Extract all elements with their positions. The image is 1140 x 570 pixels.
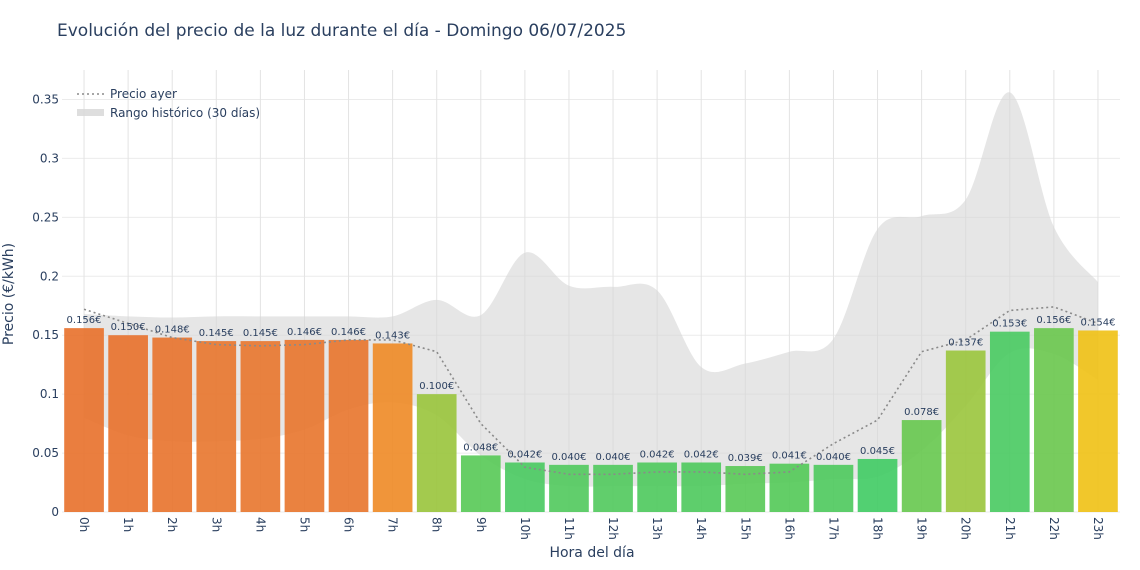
bar-value-label: 0.145€ (243, 328, 278, 339)
x-tick-label: 13h (650, 517, 664, 540)
legend-swatch-range (77, 109, 104, 116)
bar-value-label: 0.143€ (375, 330, 410, 341)
price-bar (989, 331, 1030, 512)
bar-value-label: 0.040€ (816, 452, 851, 463)
bar-value-label: 0.045€ (860, 446, 895, 457)
price-bar (593, 464, 633, 512)
x-tick-label: 14h (694, 517, 708, 540)
bar-value-label: 0.040€ (596, 452, 631, 463)
price-bar (108, 335, 148, 512)
bar-value-label: 0.041€ (772, 451, 807, 462)
bar-value-label: 0.137€ (948, 338, 983, 349)
x-tick-label: 3h (209, 517, 223, 532)
x-tick-label: 10h (518, 517, 532, 540)
chart-title: Evolución del precio de la luz durante e… (57, 21, 627, 41)
bar-value-label: 0.146€ (331, 327, 366, 338)
x-tick-label: 19h (915, 517, 929, 540)
price-bar (901, 420, 942, 512)
bar-value-label: 0.042€ (640, 449, 675, 460)
y-axis-title: Precio (€/kWh) (1, 243, 17, 345)
bar-value-label: 0.154€ (1080, 317, 1115, 328)
price-bar (64, 328, 104, 512)
x-tick-label: 8h (430, 517, 444, 532)
bar-value-label: 0.048€ (463, 442, 498, 453)
price-bar (505, 462, 545, 512)
x-tick-label: 17h (826, 517, 840, 540)
legend-label-yesterday: Precio ayer (110, 87, 177, 101)
price-bar (284, 339, 325, 512)
price-bar (549, 464, 589, 512)
axes: 0 0.05 0.1 0.15 0.2 0.25 0.3 0.35 0h 1h 2h 3h 4h 5h 6h… (32, 92, 1105, 539)
bar-value-label: 0.156€ (67, 315, 102, 326)
x-tick-label: 9h (474, 517, 488, 532)
price-bar (416, 394, 457, 512)
bar-value-label: 0.039€ (728, 453, 763, 464)
x-tick-label: 1h (121, 517, 135, 532)
y-tick-label: 0.25 (32, 210, 59, 224)
price-bar (152, 337, 193, 512)
bar-value-label: 0.042€ (507, 449, 542, 460)
bar-value-label: 0.078€ (904, 407, 939, 418)
bar-value-label: 0.153€ (992, 319, 1027, 330)
x-tick-label: 7h (386, 517, 400, 532)
bar-value-label: 0.146€ (287, 327, 322, 338)
bar-series (64, 328, 1118, 512)
bar-value-labels: 0.156€ 0.150€ 0.148€ 0.145€ 0.145€ 0.146€ 0.14… (67, 315, 1116, 464)
price-bar (240, 341, 281, 512)
y-tick-label: 0.2 (40, 269, 59, 283)
y-tick-label: 0.3 (40, 151, 59, 165)
price-bar (460, 455, 501, 512)
bar-value-label: 0.148€ (155, 325, 190, 336)
x-tick-label: 22h (1047, 517, 1061, 540)
price-bar (769, 463, 810, 512)
x-tick-label: 15h (738, 517, 752, 540)
x-tick-label: 18h (871, 517, 885, 540)
x-tick-label: 5h (297, 517, 311, 532)
x-tick-label: 16h (782, 517, 796, 540)
x-tick-label: 11h (562, 517, 576, 540)
x-tick-label: 6h (342, 517, 356, 532)
price-bar (372, 343, 413, 512)
price-bar (945, 350, 986, 512)
price-bar (1034, 328, 1074, 512)
bar-value-label: 0.156€ (1036, 315, 1071, 326)
y-tick-label: 0.35 (32, 92, 59, 106)
price-bar (857, 458, 898, 512)
price-bar (196, 341, 237, 512)
x-tick-label: 4h (253, 517, 267, 532)
x-tick-label: 0h (77, 517, 91, 532)
price-bar (637, 462, 677, 512)
bar-value-label: 0.040€ (551, 452, 586, 463)
x-tick-label: 2h (165, 517, 179, 532)
x-tick-label: 21h (1003, 517, 1017, 540)
y-tick-label: 0 (51, 505, 59, 519)
x-tick-label: 12h (606, 517, 620, 540)
x-tick-label: 20h (959, 517, 973, 540)
x-axis-title: Hora del día (549, 545, 634, 561)
bar-value-label: 0.145€ (199, 328, 234, 339)
price-bar (681, 462, 722, 512)
legend-label-range: Rango histórico (30 días) (110, 106, 260, 120)
y-tick-label: 0.05 (32, 446, 59, 460)
y-tick-label: 0.1 (40, 387, 59, 401)
legend: Precio ayer Rango histórico (30 días) (77, 87, 260, 120)
bar-value-label: 0.042€ (684, 449, 719, 460)
bar-value-label: 0.100€ (419, 381, 454, 392)
bar-value-label: 0.150€ (111, 322, 146, 333)
price-bar (1078, 330, 1118, 512)
x-tick-label: 23h (1091, 517, 1105, 540)
price-bar (328, 339, 369, 512)
price-bar (813, 464, 854, 512)
y-tick-label: 0.15 (32, 328, 59, 342)
